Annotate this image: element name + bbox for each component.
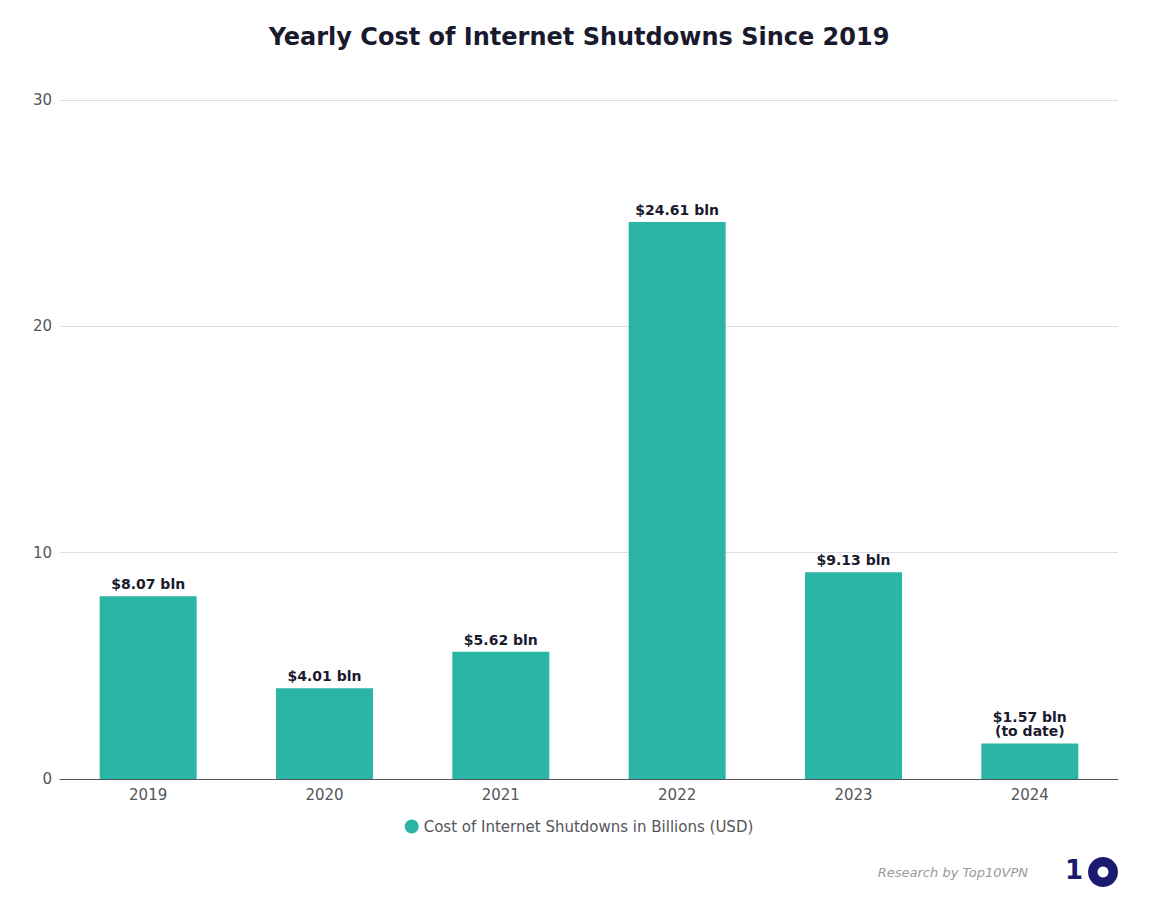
svg-text:Yearly Cost of Internet Shutdo: Yearly Cost of Internet Shutdowns Since … xyxy=(268,23,890,51)
svg-text:Research by Top10VPN: Research by Top10VPN xyxy=(878,865,1029,880)
svg-text:0: 0 xyxy=(42,770,52,788)
svg-text:Cost of Internet Shutdowns in: Cost of Internet Shutdowns in Billions (… xyxy=(424,818,754,836)
svg-text:$9.13 bln: $9.13 bln xyxy=(817,552,891,568)
svg-text:20: 20 xyxy=(33,317,52,335)
svg-text:2022: 2022 xyxy=(658,786,696,804)
svg-text:$8.07 bln: $8.07 bln xyxy=(111,576,185,592)
svg-text:$24.61 bln: $24.61 bln xyxy=(635,202,719,218)
svg-text:1: 1 xyxy=(1065,855,1083,885)
svg-text:$1.57 bln: $1.57 bln xyxy=(992,709,1067,726)
svg-text:10: 10 xyxy=(33,544,52,562)
svg-text:2020: 2020 xyxy=(305,786,343,804)
svg-text:30: 30 xyxy=(33,91,52,109)
svg-text:$5.62 bln: $5.62 bln xyxy=(464,632,538,648)
svg-text:2024: 2024 xyxy=(1011,786,1049,804)
svg-text:(to date): (to date) xyxy=(995,723,1065,739)
svg-text:2023: 2023 xyxy=(834,786,872,804)
svg-text:2019: 2019 xyxy=(129,786,167,804)
svg-text:$4.01 bln: $4.01 bln xyxy=(288,668,362,684)
svg-text:2021: 2021 xyxy=(482,786,520,804)
